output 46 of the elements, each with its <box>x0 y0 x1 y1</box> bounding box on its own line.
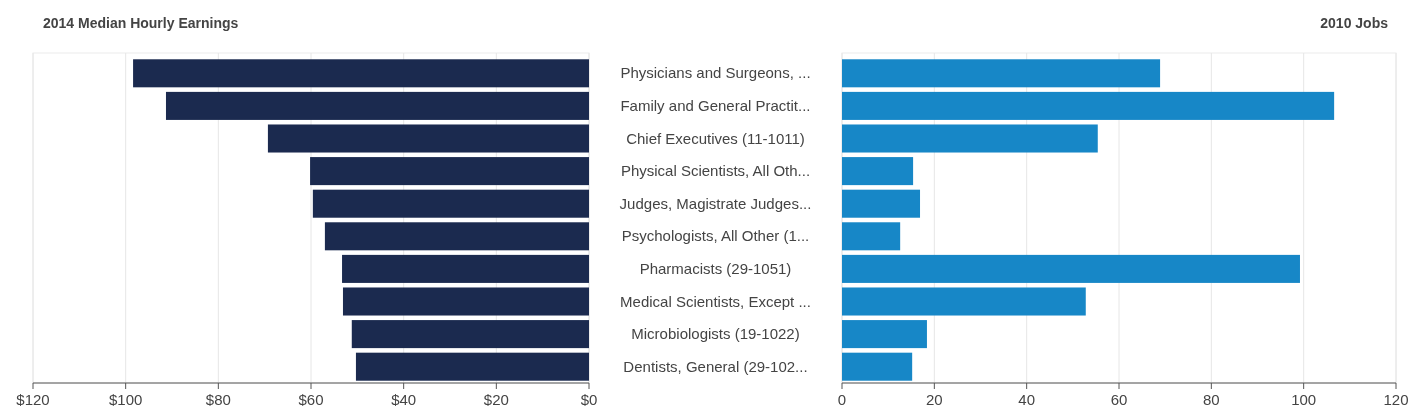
x-tick-label: $60 <box>298 391 324 408</box>
y-tick-label: Medical Scientists, Except ... <box>620 292 811 310</box>
bar <box>267 124 589 153</box>
x-tick-label: $0 <box>580 391 598 408</box>
bar <box>842 59 1161 88</box>
x-tick-label: $20 <box>483 391 509 408</box>
y-tick-label: Chief Executives (11-1011) <box>626 129 805 147</box>
y-tick-label: Psychologists, All Other (1... <box>621 227 810 245</box>
bar <box>842 320 927 349</box>
x-tick-label: 100 <box>1291 391 1317 408</box>
y-tick-label: Pharmacists (29-1051) <box>639 259 792 277</box>
bar <box>842 352 913 381</box>
bar <box>310 157 589 186</box>
bar <box>842 287 1086 316</box>
bar <box>342 254 589 283</box>
bar <box>133 59 589 88</box>
x-tick-label: $100 <box>108 391 143 408</box>
chart-title: 2010 Jobs <box>1320 15 1389 31</box>
bar <box>324 222 589 251</box>
bar <box>842 254 1300 283</box>
x-tick-label: 120 <box>1383 391 1409 408</box>
y-tick-label: Judges, Magistrate Judges... <box>619 194 812 212</box>
y-tick-label: Physicians and Surgeons, ... <box>620 64 811 82</box>
bar <box>842 157 914 186</box>
bar <box>165 91 589 120</box>
bar <box>842 124 1098 153</box>
x-tick-label: 20 <box>925 391 943 408</box>
bar <box>842 189 921 218</box>
bar <box>342 287 589 316</box>
chart-title: 2014 Median Hourly Earnings <box>43 15 239 31</box>
x-tick-label: 60 <box>1110 391 1128 408</box>
x-tick-label: $40 <box>391 391 417 408</box>
x-tick-label: 40 <box>1018 391 1036 408</box>
bar <box>351 320 589 349</box>
bar <box>842 91 1335 120</box>
x-tick-label: $80 <box>205 391 231 408</box>
x-tick-label: 0 <box>837 391 847 408</box>
bar <box>355 352 589 381</box>
bar <box>312 189 589 218</box>
x-tick-label: $120 <box>16 391 50 408</box>
y-tick-label: Microbiologists (19-1022) <box>631 325 800 343</box>
bar <box>842 222 901 251</box>
y-tick-label: Physical Scientists, All Oth... <box>620 162 811 180</box>
x-tick-label: 80 <box>1202 391 1220 408</box>
y-tick-label: Family and General Practit... <box>620 96 811 114</box>
y-tick-label: Dentists, General (29-102... <box>623 357 808 375</box>
